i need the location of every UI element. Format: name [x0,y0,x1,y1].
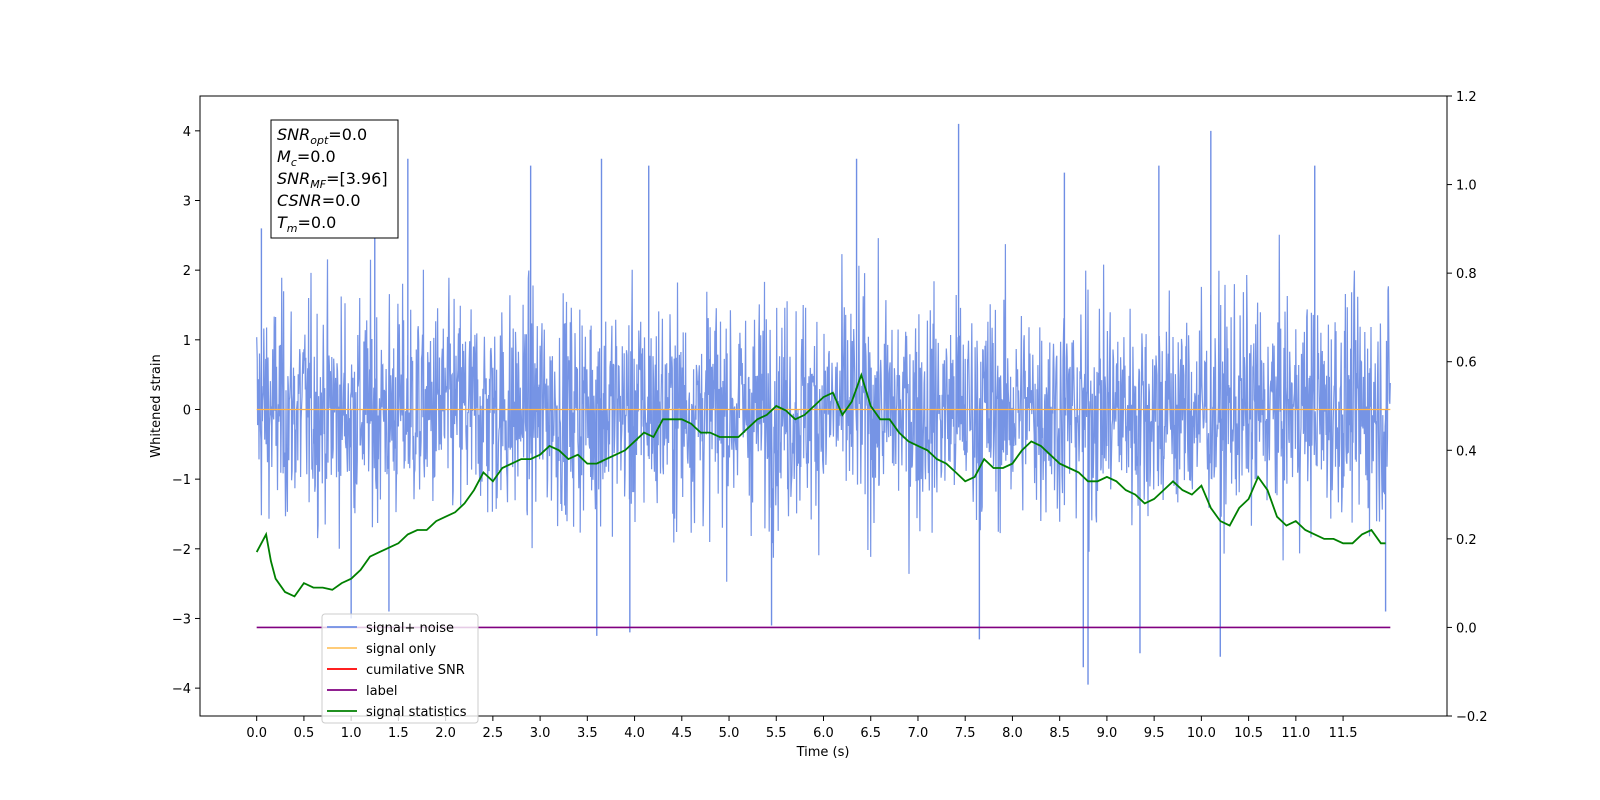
y-axis-right: −0.2 0.0 0.2 0.4 0.6 0.8 1.0 1.2 [1447,90,1488,725]
x-axis-label: Time (s) [796,745,850,760]
legend-frame [321,613,479,724]
y2-tick-label: 0.4 [1456,444,1477,459]
x-tick-label: 3.0 [530,726,551,741]
stats-value: =0.0 [322,191,361,210]
y-axis-left: −4 −3 −2 −1 0 1 2 3 4 [172,125,200,697]
stats-value: =0.0 [328,125,367,144]
x-tick-label: 0.5 [294,726,315,741]
y-tick-label: 0 [183,403,191,418]
stats-subscript: opt [310,134,329,147]
legend-label: signal statistics [366,705,467,720]
legend-label: signal only [366,642,436,657]
y-tick-label: −4 [172,682,191,697]
stats-value: =0.0 [297,147,336,166]
y2-tick-label: 0.2 [1456,533,1477,548]
stats-symbol: T [277,213,288,232]
stats-subscript: c [291,156,297,169]
signal-statistics-line [255,372,1386,598]
stats-line: SNRopt=0.0 [277,125,367,147]
y2-tick-label: 1.2 [1456,90,1477,105]
x-tick-label: 6.5 [860,726,881,741]
stats-symbol: SNR [277,169,310,188]
y-tick-label: −3 [172,612,191,627]
y-tick-label: 2 [183,264,191,279]
y-axis-label: Whitened strain [149,354,164,457]
x-tick-label: 1.0 [341,726,362,741]
x-tick-label: 0.0 [246,726,267,741]
x-tick-label: 11.0 [1281,726,1310,741]
y-tick-label: −2 [172,543,191,558]
x-tick-label: 5.0 [719,726,740,741]
y2-tick-label: 0.8 [1456,267,1477,282]
y2-tick-label: 0.0 [1456,621,1477,636]
stats-box-frame [270,119,399,239]
x-tick-label: 9.0 [1097,726,1118,741]
x-tick-label: 1.5 [388,726,409,741]
legend: signal+ noise signal only cumilative SNR la… [321,613,479,724]
x-tick-label: 3.5 [577,726,598,741]
stats-line: Mc=0.0 [277,147,336,169]
stats-symbol: M [277,147,291,166]
x-axis: 0.0 0.5 1.0 1.5 2.0 2.5 3.0 3.5 4.0 4.5 5.0 5.5 6.0 6… [246,716,1358,741]
x-tick-label: 9.5 [1144,726,1165,741]
x-tick-label: 7.5 [955,726,976,741]
legend-label: label [366,684,397,699]
x-tick-label: 2.5 [483,726,504,741]
stats-value: =0.0 [298,213,337,232]
stats-subscript: MF [310,178,326,191]
x-tick-label: 5.5 [766,726,787,741]
x-tick-label: 11.5 [1329,726,1358,741]
stats-line: CSNR=0.0 [277,191,361,210]
x-tick-label: 4.0 [624,726,645,741]
noise-trace [256,234,1391,582]
x-tick-label: 10.5 [1234,726,1263,741]
stats-value: =[3.96] [326,169,388,188]
x-tick-label: 2.0 [435,726,456,741]
signal-noise-series [256,123,1391,685]
y2-tick-label: 1.0 [1456,179,1477,194]
stats-annotation-box: SNRopt=0.0Mc=0.0SNRMF=[3.96]CSNR=0.0Tm=0… [270,119,399,239]
y-tick-label: 1 [183,334,191,349]
x-tick-label: 8.5 [1049,726,1070,741]
stats-subscript: m [287,222,298,235]
stats-line: Tm=0.0 [277,213,336,235]
y2-tick-label: −0.2 [1456,710,1488,725]
x-tick-label: 10.0 [1187,726,1216,741]
y2-tick-label: 0.6 [1456,356,1477,371]
stats-line: SNRMF=[3.96] [277,169,388,191]
x-tick-label: 8.0 [1002,726,1023,741]
y-tick-label: 3 [183,194,191,209]
x-tick-label: 4.5 [671,726,692,741]
stats-symbol: CSNR [277,191,322,210]
y-tick-label: 4 [183,125,191,140]
legend-label: signal+ noise [366,621,454,636]
x-tick-label: 7.0 [908,726,929,741]
legend-label: cumilative SNR [366,663,465,678]
x-tick-label: 6.0 [813,726,834,741]
stats-symbol: SNR [277,125,310,144]
y-tick-label: −1 [172,473,191,488]
